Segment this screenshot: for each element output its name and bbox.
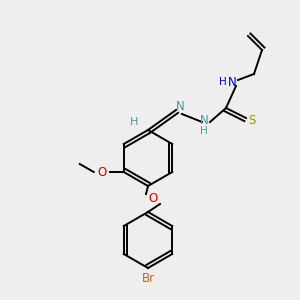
- Text: N: N: [228, 76, 236, 88]
- Text: H: H: [130, 117, 138, 127]
- Text: H: H: [200, 126, 208, 136]
- Text: H: H: [219, 77, 227, 87]
- Text: N: N: [200, 113, 208, 127]
- Text: S: S: [248, 113, 256, 127]
- Text: O: O: [148, 193, 158, 206]
- Text: N: N: [176, 100, 184, 113]
- Text: Br: Br: [141, 272, 154, 284]
- Text: O: O: [97, 166, 106, 178]
